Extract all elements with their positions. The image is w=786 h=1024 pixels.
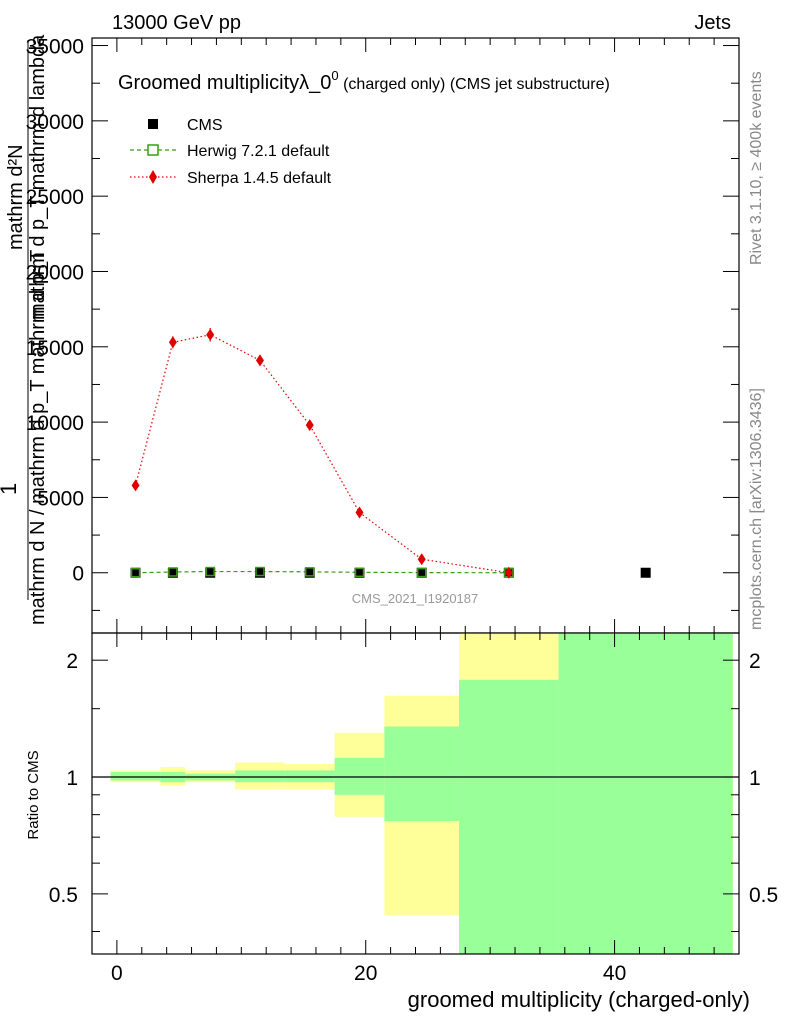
cms-data-point	[640, 567, 651, 578]
ratio-y-tick-label-right: 0.5	[749, 884, 778, 907]
sherpa-point	[131, 479, 140, 492]
x-tick-label: 20	[354, 962, 377, 985]
mcplots-credit-label: mcplots.cern.ch [arXiv:1306.3436]	[748, 388, 765, 630]
y-tick-label: 35000	[26, 36, 84, 59]
y-label-one: 1	[0, 483, 21, 495]
chart-title: Groomed multiplicityλ_00 (charged only) …	[118, 68, 610, 94]
x-tick-label: 0	[111, 962, 123, 985]
header-category: Jets	[694, 12, 731, 34]
x-tick-labels: 0 20 40	[111, 962, 626, 985]
ratio-stat-uncertainty-band	[284, 770, 335, 783]
ratio-stat-uncertainty-band	[235, 770, 285, 783]
ratio-stat-uncertainty-band	[558, 633, 733, 954]
ratio-stat-uncertainty-band	[110, 772, 161, 781]
x-axis-label: groomed multiplicity (charged-only)	[408, 987, 750, 1012]
main-y-tick-labels: 0 5000 10000 15000 20000 25000 30000 35000	[26, 36, 84, 586]
sherpa-point	[355, 506, 364, 519]
legend-herwig-label: Herwig 7.2.1 default	[187, 143, 330, 160]
ratio-y-tick-label: 2	[66, 650, 78, 673]
legend: CMS Herwig 7.2.1 default Sherpa 1.4.5 de…	[130, 117, 332, 187]
y-tick-label: 15000	[26, 337, 84, 360]
cms-data-point	[416, 567, 427, 578]
ratio-y-tick-label: 0.5	[49, 884, 78, 907]
ratio-stat-uncertainty-band	[459, 679, 559, 954]
cms-data-point	[304, 567, 315, 578]
y-tick-label: 10000	[26, 412, 84, 435]
main-axis-ticks	[92, 38, 740, 633]
cms-data-point	[205, 567, 216, 578]
y-label-numerator-denominator: mathrm d p_T mathrm d lambda	[27, 34, 49, 320]
sherpa-point	[206, 328, 215, 341]
ratio-axis-ticks	[92, 633, 740, 954]
ratio-stat-uncertainty-band	[334, 757, 385, 795]
analysis-watermark: CMS_2021_I1920187	[352, 591, 479, 606]
sherpa-line	[134, 334, 509, 574]
sherpa-point	[168, 336, 177, 349]
ratio-y-tick-labels: 0.5 0.5 1 1 2 2	[49, 650, 778, 907]
ratio-y-tick-label: 1	[66, 767, 78, 790]
header-process: 13000 GeV pp	[112, 12, 241, 34]
sherpa-point	[305, 419, 314, 432]
ratio-y-axis-label: Ratio to CMS	[25, 750, 42, 839]
main-series-layer	[130, 327, 651, 579]
y-axis-label: mathrm d²N mathrm d p_T mathrm d lambda …	[0, 34, 49, 625]
y-tick-label: 5000	[37, 487, 84, 510]
legend-herwig-marker	[147, 144, 159, 156]
sherpa-point	[417, 553, 426, 566]
sherpa-point	[255, 354, 264, 367]
legend-cms-marker	[148, 119, 158, 129]
x-tick-label: 40	[603, 962, 626, 985]
rivet-version-label: Rivet 3.1.10, ≥ 400k events	[748, 71, 765, 265]
ratio-y-tick-label-right: 2	[749, 650, 761, 673]
cms-data-point	[254, 567, 265, 578]
herwig-point	[130, 567, 141, 578]
y-tick-label: 20000	[26, 261, 84, 284]
herwig-point	[354, 567, 365, 578]
cms-data-point	[354, 567, 365, 578]
herwig-point	[168, 567, 178, 577]
y-label-denominator: mathrm d N / mathrm d p_T mathrm d p_T	[27, 250, 49, 625]
ratio-stat-uncertainty-band	[384, 726, 460, 822]
y-label-numerator: mathrm d²N	[5, 144, 27, 250]
y-tick-label: 0	[72, 563, 84, 586]
legend-sherpa-label: Sherpa 1.4.5 default	[187, 170, 332, 187]
ratio-band-layer	[110, 633, 733, 954]
herwig-point	[255, 566, 265, 577]
cms-data-point	[167, 567, 178, 578]
legend-cms-label: CMS	[187, 117, 223, 134]
legend-sherpa-marker	[149, 170, 157, 184]
herwig-point	[304, 567, 315, 577]
cms-data-point	[130, 567, 141, 578]
herwig-point	[416, 567, 427, 578]
y-tick-label: 30000	[26, 111, 84, 134]
herwig-line	[135, 570, 509, 574]
sherpa-point	[504, 566, 513, 579]
ratio-y-tick-label-right: 1	[749, 767, 761, 790]
herwig-point	[205, 566, 215, 577]
y-tick-label: 25000	[26, 186, 84, 209]
